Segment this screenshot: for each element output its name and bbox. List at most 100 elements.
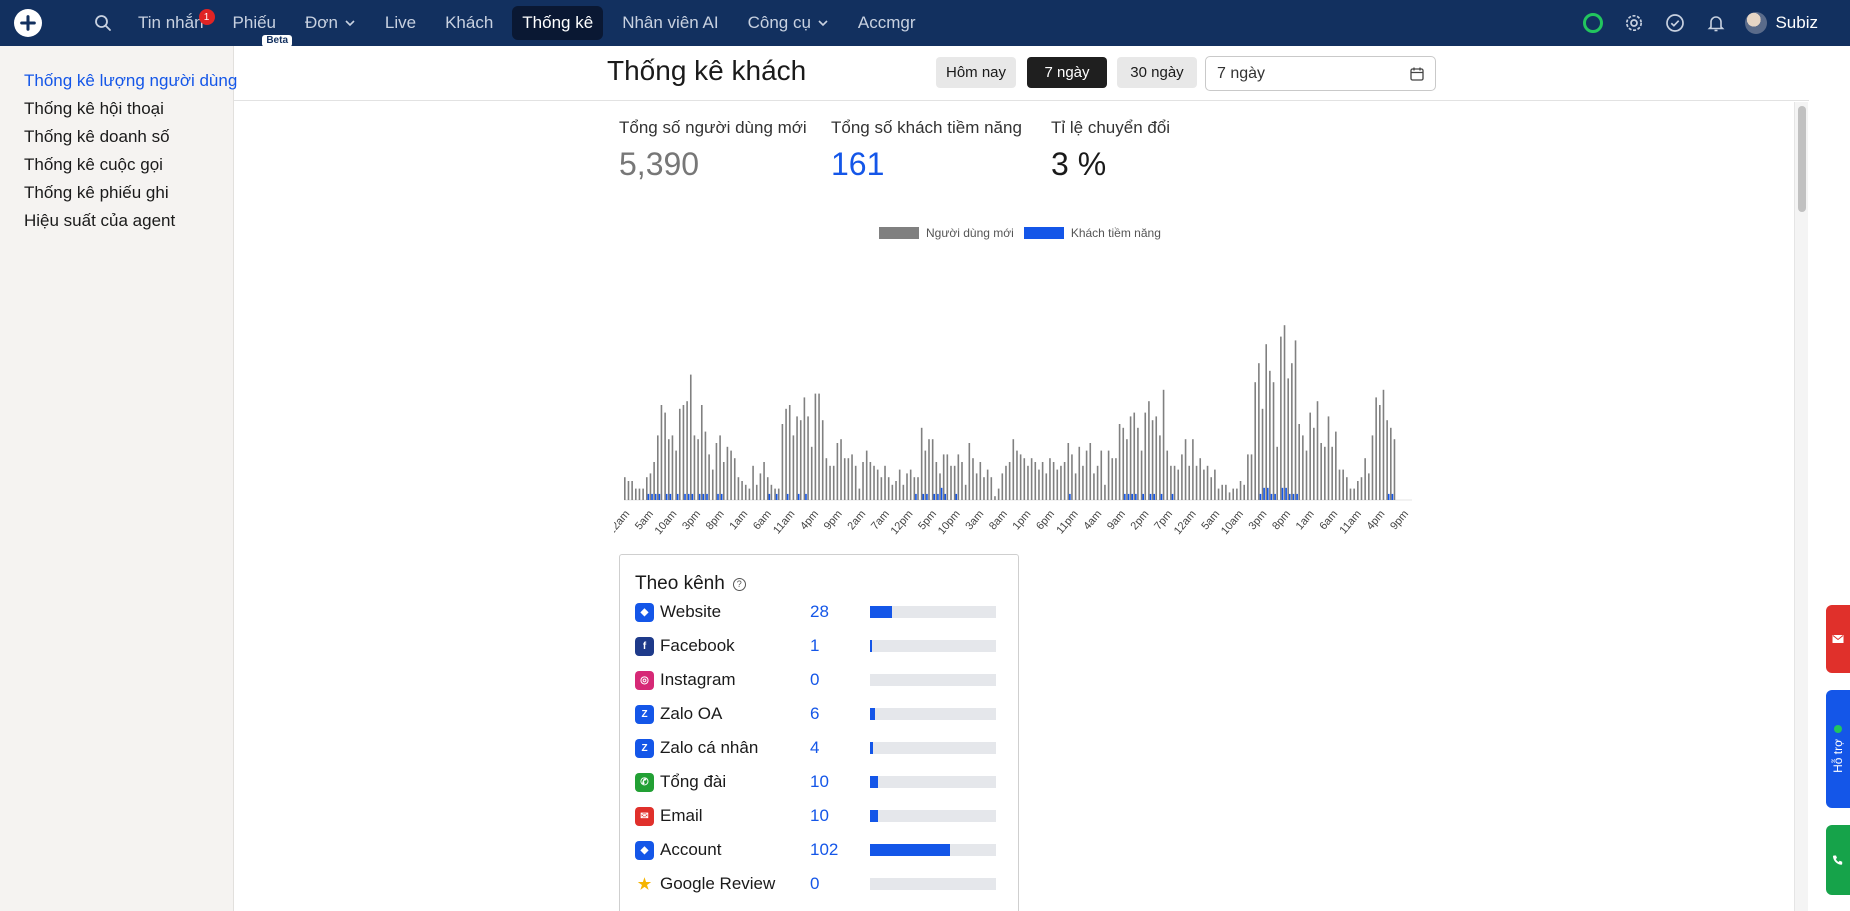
bar-new-users[interactable] [631, 481, 633, 500]
bar-new-users[interactable] [730, 450, 732, 500]
bar-leads[interactable] [1288, 493, 1291, 500]
bar-new-users[interactable] [1056, 469, 1059, 500]
bar-leads[interactable] [1281, 487, 1284, 500]
bar-new-users[interactable] [1170, 465, 1172, 500]
nav-nhan-vien-ai[interactable]: Nhân viên AI [612, 6, 728, 40]
bar-new-users[interactable] [624, 477, 626, 500]
bar-leads[interactable] [1387, 493, 1390, 500]
bar-new-users[interactable] [660, 405, 663, 500]
bar-leads[interactable] [658, 493, 661, 500]
bar-new-users[interactable] [1192, 439, 1194, 500]
channel-row[interactable]: ◆ Website 28 [635, 601, 1005, 623]
bar-new-users[interactable] [1250, 454, 1253, 500]
bar-new-users[interactable] [1302, 435, 1304, 500]
bar-new-users[interactable] [972, 458, 974, 500]
bar-new-users[interactable] [642, 488, 644, 500]
bar-new-users[interactable] [1060, 465, 1062, 500]
bar-new-users[interactable] [858, 488, 861, 500]
bar-leads[interactable] [1263, 487, 1265, 500]
bar-new-users[interactable] [895, 481, 897, 500]
bar-leads[interactable] [1069, 493, 1071, 500]
bar-new-users[interactable] [1133, 412, 1136, 500]
bar-new-users[interactable] [1217, 488, 1220, 500]
bar-new-users[interactable] [1287, 378, 1289, 500]
bar-new-users[interactable] [862, 462, 864, 500]
bar-new-users[interactable] [807, 416, 809, 500]
bar-leads[interactable] [669, 493, 672, 500]
bar-new-users[interactable] [1162, 389, 1165, 500]
bar-new-users[interactable] [777, 488, 780, 500]
bar-new-users[interactable] [1203, 469, 1205, 500]
bar-leads[interactable] [940, 487, 943, 500]
bar-new-users[interactable] [946, 454, 949, 500]
bar-new-users[interactable] [1364, 458, 1366, 500]
bar-new-users[interactable] [1254, 382, 1256, 500]
nav-phieu[interactable]: Phiếu Beta [223, 6, 293, 47]
bar-new-users[interactable] [1041, 462, 1044, 500]
bar-new-users[interactable] [1371, 435, 1374, 500]
channel-count[interactable]: 102 [810, 840, 839, 859]
bar-new-users[interactable] [686, 401, 688, 500]
bar-leads[interactable] [687, 493, 690, 500]
bar-leads[interactable] [1259, 493, 1262, 500]
bar-new-users[interactable] [913, 477, 916, 500]
bar-leads[interactable] [775, 493, 778, 500]
bar-new-users[interactable] [876, 469, 879, 500]
bar-new-users[interactable] [1331, 446, 1333, 500]
bar-new-users[interactable] [737, 477, 740, 500]
sidebar-item-revenue-stats[interactable]: Thống kê doanh số [24, 127, 170, 146]
bar-new-users[interactable] [825, 458, 828, 500]
bar-new-users[interactable] [1280, 336, 1282, 500]
nav-live[interactable]: Live [375, 6, 426, 40]
bar-new-users[interactable] [781, 424, 784, 500]
bar-new-users[interactable] [873, 465, 875, 500]
bar-new-users[interactable] [653, 462, 655, 500]
bar-leads[interactable] [654, 493, 657, 500]
bar-new-users[interactable] [917, 477, 919, 500]
nav-cong-cu[interactable]: Công cụ [738, 6, 839, 40]
float-red-tab[interactable] [1826, 605, 1850, 673]
user-menu[interactable]: Subiz [1745, 12, 1818, 34]
online-status-icon[interactable] [1581, 11, 1605, 35]
bar-new-users[interactable] [1291, 363, 1293, 500]
bar-new-users[interactable] [700, 405, 703, 500]
bar-leads[interactable] [647, 493, 650, 500]
bar-leads[interactable] [1270, 493, 1273, 500]
bar-new-users[interactable] [1236, 488, 1238, 500]
bar-new-users[interactable] [774, 488, 776, 500]
bar-new-users[interactable] [1100, 450, 1103, 500]
channel-count[interactable]: 1 [810, 636, 820, 655]
sidebar-item-agent-performance[interactable]: Hiệu suất của agent [24, 211, 176, 230]
bar-leads[interactable] [702, 493, 705, 500]
bar-new-users[interactable] [986, 469, 989, 500]
bar-leads[interactable] [1292, 493, 1295, 500]
channel-row[interactable]: ◆ Account 102 [635, 839, 1005, 861]
bar-new-users[interactable] [697, 439, 699, 500]
bar-new-users[interactable] [887, 477, 890, 500]
bar-new-users[interactable] [1353, 488, 1355, 500]
bar-new-users[interactable] [796, 416, 798, 500]
bar-new-users[interactable] [1320, 443, 1322, 500]
bar-new-users[interactable] [1151, 420, 1154, 500]
bar-new-users[interactable] [997, 488, 1000, 500]
bar-new-users[interactable] [1393, 439, 1396, 500]
bar-new-users[interactable] [741, 481, 743, 500]
bar-new-users[interactable] [1166, 450, 1169, 500]
bar-new-users[interactable] [708, 454, 710, 500]
bar-new-users[interactable] [1104, 484, 1106, 500]
bar-new-users[interactable] [1181, 454, 1183, 500]
bar-new-users[interactable] [1316, 401, 1319, 500]
channel-count[interactable]: 10 [810, 806, 829, 825]
bar-new-users[interactable] [1298, 424, 1300, 500]
bar-new-users[interactable] [898, 469, 901, 500]
bar-new-users[interactable] [770, 484, 773, 500]
bar-leads[interactable] [1131, 493, 1133, 500]
bar-new-users[interactable] [1126, 439, 1128, 500]
bar-new-users[interactable] [656, 435, 659, 500]
bar-new-users[interactable] [843, 458, 846, 500]
bar-new-users[interactable] [1239, 481, 1242, 500]
question-circle-icon[interactable]: ? [732, 577, 746, 591]
bar-new-users[interactable] [719, 435, 721, 500]
sidebar-item-call-stats[interactable]: Thống kê cuộc gọi [24, 155, 163, 174]
bar-new-users[interactable] [1089, 443, 1092, 500]
